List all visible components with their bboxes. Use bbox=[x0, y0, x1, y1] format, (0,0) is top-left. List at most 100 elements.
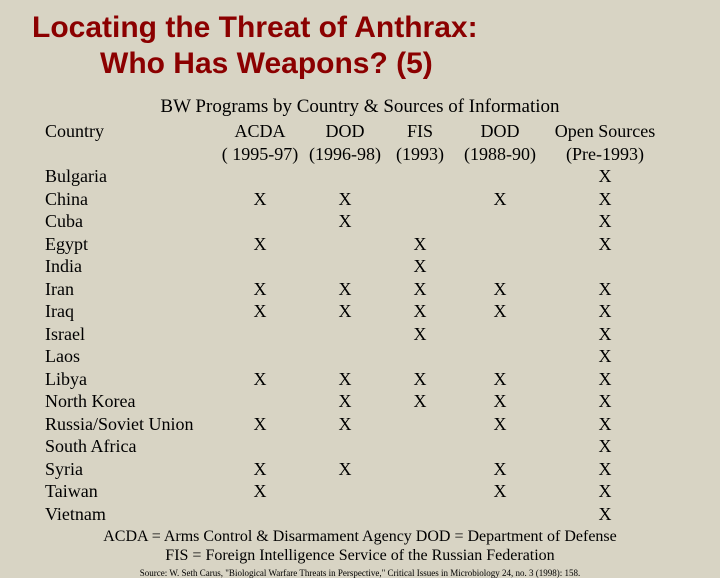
cell-open bbox=[545, 255, 665, 278]
table-row: TaiwanXXX bbox=[45, 480, 675, 503]
col-header-acda: ACDA bbox=[215, 120, 305, 143]
cell-dod2 bbox=[455, 165, 545, 188]
cell-open: X bbox=[545, 165, 665, 188]
cell-dod2: X bbox=[455, 278, 545, 301]
cell-acda bbox=[215, 323, 305, 346]
col-sub-dod2: (1988-90) bbox=[455, 143, 545, 166]
cell-open: X bbox=[545, 503, 665, 526]
cell-acda bbox=[215, 210, 305, 233]
cell-fis: X bbox=[385, 233, 455, 256]
table-row: EgyptXXX bbox=[45, 233, 675, 256]
cell-acda: X bbox=[215, 300, 305, 323]
cell-open: X bbox=[545, 413, 665, 436]
cell-dod: X bbox=[305, 210, 385, 233]
cell-acda: X bbox=[215, 233, 305, 256]
cell-open: X bbox=[545, 278, 665, 301]
cell-country: South Africa bbox=[45, 435, 215, 458]
cell-fis: X bbox=[385, 278, 455, 301]
cell-open: X bbox=[545, 480, 665, 503]
source-citation: Source: W. Seth Carus, "Biological Warfa… bbox=[20, 568, 700, 578]
slide-title: Locating the Threat of Anthrax: Who Has … bbox=[20, 10, 700, 82]
cell-country: Iran bbox=[45, 278, 215, 301]
table-row: Cuba X X bbox=[45, 210, 675, 233]
cell-country: India bbox=[45, 255, 215, 278]
cell-fis bbox=[385, 165, 455, 188]
cell-country: Cuba bbox=[45, 210, 215, 233]
legend-line1: ACDA = Arms Control & Disarmament Agency… bbox=[20, 527, 700, 546]
cell-dod: X bbox=[305, 278, 385, 301]
col-header-open: Open Sources bbox=[545, 120, 665, 143]
cell-acda bbox=[215, 435, 305, 458]
legend-line2: FIS = Foreign Intelligence Service of th… bbox=[20, 546, 700, 565]
cell-fis bbox=[385, 188, 455, 211]
col-sub-acda: ( 1995-97) bbox=[215, 143, 305, 166]
cell-acda: X bbox=[215, 188, 305, 211]
cell-fis bbox=[385, 503, 455, 526]
cell-fis bbox=[385, 413, 455, 436]
table-row: LaosX bbox=[45, 345, 675, 368]
cell-open: X bbox=[545, 323, 665, 346]
cell-open: X bbox=[545, 458, 665, 481]
cell-dod bbox=[305, 503, 385, 526]
cell-fis: X bbox=[385, 390, 455, 413]
col-sub-dod: (1996-98) bbox=[305, 143, 385, 166]
table-subheader: ( 1995-97) (1996-98) (1993) (1988-90) (P… bbox=[45, 143, 675, 166]
cell-acda bbox=[215, 345, 305, 368]
cell-acda: X bbox=[215, 413, 305, 436]
col-header-country: Country bbox=[45, 120, 215, 143]
cell-dod2 bbox=[455, 323, 545, 346]
cell-country: Bulgaria bbox=[45, 165, 215, 188]
cell-dod2: X bbox=[455, 390, 545, 413]
table-row: SyriaXXXX bbox=[45, 458, 675, 481]
table-row: LibyaXXXXX bbox=[45, 368, 675, 391]
table-row: ChinaXXXX bbox=[45, 188, 675, 211]
cell-dod: X bbox=[305, 300, 385, 323]
cell-acda: X bbox=[215, 278, 305, 301]
cell-fis: X bbox=[385, 368, 455, 391]
cell-dod2 bbox=[455, 210, 545, 233]
table-row: IndiaX bbox=[45, 255, 675, 278]
cell-acda bbox=[215, 503, 305, 526]
cell-country: Vietnam bbox=[45, 503, 215, 526]
cell-acda bbox=[215, 255, 305, 278]
cell-fis bbox=[385, 458, 455, 481]
cell-dod2: X bbox=[455, 188, 545, 211]
cell-dod: X bbox=[305, 368, 385, 391]
table-row: North KoreaXXXX bbox=[45, 390, 675, 413]
legend: ACDA = Arms Control & Disarmament Agency… bbox=[20, 527, 700, 565]
table-row: IsraelXX bbox=[45, 323, 675, 346]
cell-dod: X bbox=[305, 188, 385, 211]
cell-country: Libya bbox=[45, 368, 215, 391]
cell-country: Laos bbox=[45, 345, 215, 368]
cell-dod bbox=[305, 255, 385, 278]
cell-acda: X bbox=[215, 368, 305, 391]
cell-open: X bbox=[545, 368, 665, 391]
title-line2: Who Has Weapons? (5) bbox=[20, 46, 700, 82]
cell-acda: X bbox=[215, 458, 305, 481]
cell-dod2 bbox=[455, 233, 545, 256]
col-header-dod2: DOD bbox=[455, 120, 545, 143]
table-row: IraqXXXXX bbox=[45, 300, 675, 323]
cell-fis: X bbox=[385, 323, 455, 346]
cell-dod2 bbox=[455, 345, 545, 368]
cell-dod2: X bbox=[455, 368, 545, 391]
cell-open: X bbox=[545, 390, 665, 413]
cell-dod bbox=[305, 233, 385, 256]
cell-open: X bbox=[545, 210, 665, 233]
cell-dod2 bbox=[455, 435, 545, 458]
cell-fis: X bbox=[385, 300, 455, 323]
col-sub-fis: (1993) bbox=[385, 143, 455, 166]
col-header-dod: DOD bbox=[305, 120, 385, 143]
cell-dod bbox=[305, 435, 385, 458]
table-row: Vietnam X bbox=[45, 503, 675, 526]
cell-dod bbox=[305, 345, 385, 368]
cell-dod bbox=[305, 323, 385, 346]
table-row: Russia/Soviet UnionXXXX bbox=[45, 413, 675, 436]
title-line1: Locating the Threat of Anthrax: bbox=[20, 10, 700, 46]
cell-fis bbox=[385, 480, 455, 503]
cell-open: X bbox=[545, 300, 665, 323]
table-row: South AfricaX bbox=[45, 435, 675, 458]
data-table: Country ACDA DOD FIS DOD Open Sources ( … bbox=[45, 120, 675, 525]
cell-open: X bbox=[545, 188, 665, 211]
table-row: Bulgaria X bbox=[45, 165, 675, 188]
